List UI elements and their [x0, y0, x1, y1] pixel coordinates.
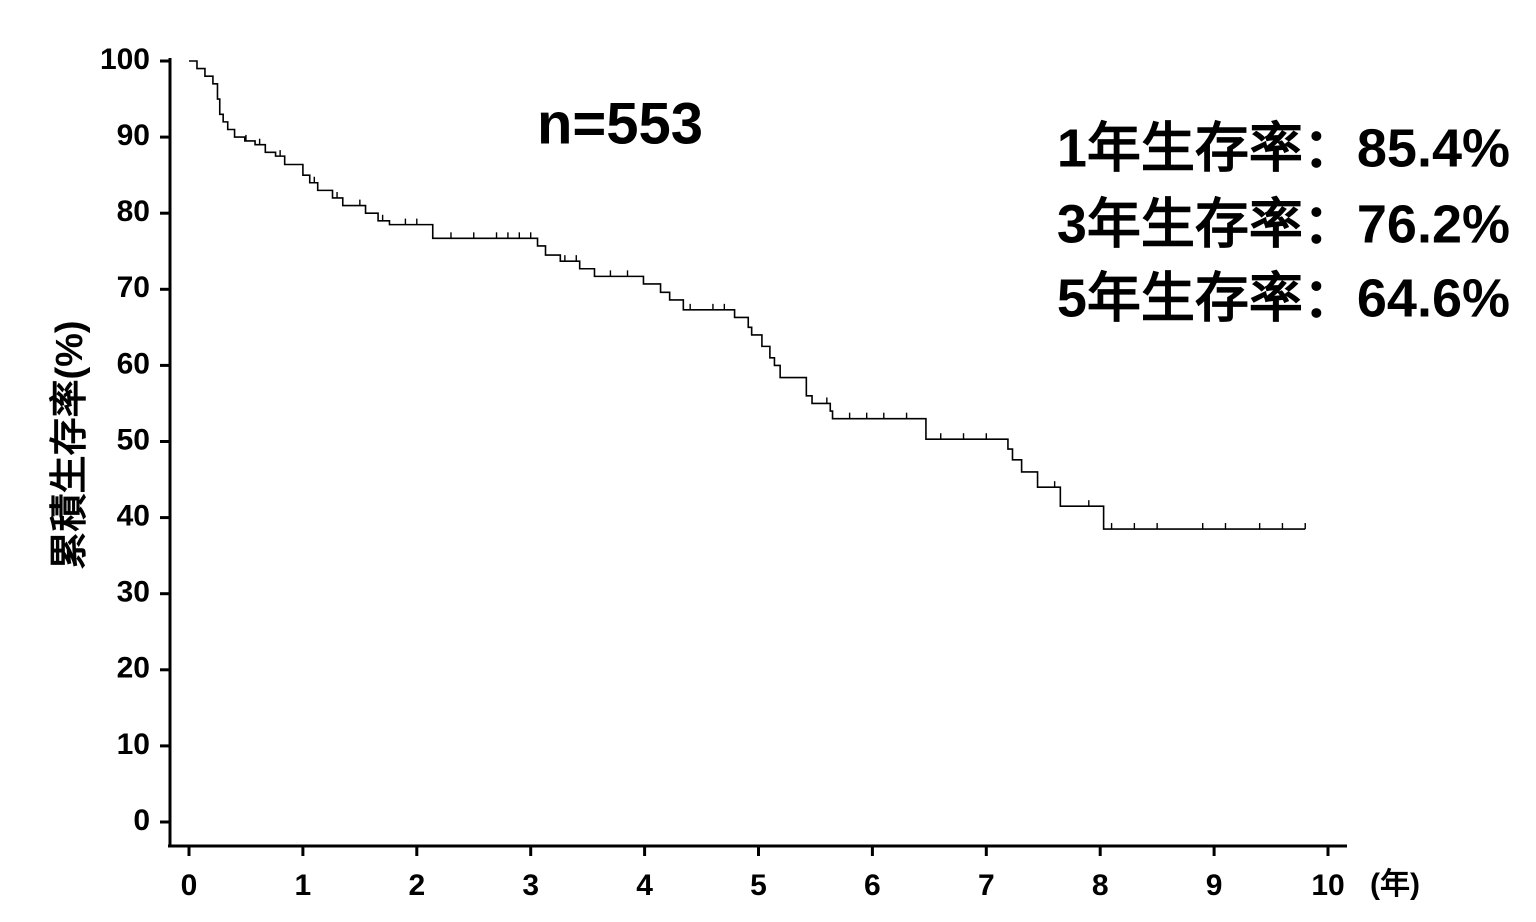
y-tick-label: 0: [133, 804, 150, 837]
y-tick-label: 90: [117, 119, 150, 152]
y-tick-label: 60: [117, 347, 150, 380]
x-tick-label: 8: [1092, 869, 1109, 902]
survival-curve: [189, 60, 1306, 530]
x-tick-label: 0: [181, 869, 198, 902]
x-tick-label: 5: [750, 869, 767, 902]
x-tick-label: 7: [978, 869, 995, 902]
x-tick-label: 6: [864, 869, 881, 902]
annotation: 3年生存率：76.2%: [1057, 194, 1510, 254]
x-tick-label: 2: [408, 869, 425, 902]
x-tick-label: 10: [1311, 869, 1344, 902]
y-tick-label: 100: [100, 43, 150, 76]
x-tick-label: 1: [295, 869, 312, 902]
y-tick-label: 80: [117, 195, 150, 228]
annotation: n=553: [537, 91, 703, 156]
x-tick-label: 4: [636, 869, 653, 902]
y-tick-label: 40: [117, 500, 150, 533]
y-tick-label: 70: [117, 271, 150, 304]
x-tick-label: 9: [1206, 869, 1223, 902]
x-axis-label: (年): [1370, 868, 1420, 901]
y-tick-label: 10: [117, 728, 150, 761]
x-tick-label: 3: [522, 869, 539, 902]
y-tick-label: 20: [117, 652, 150, 685]
y-tick-label: 50: [117, 423, 150, 456]
y-axis-label: 累積生存率(%): [49, 320, 91, 569]
y-tick-label: 30: [117, 576, 150, 609]
annotation: 5年生存率：64.6%: [1057, 268, 1510, 328]
annotation: 1年生存率：85.4%: [1057, 118, 1510, 178]
